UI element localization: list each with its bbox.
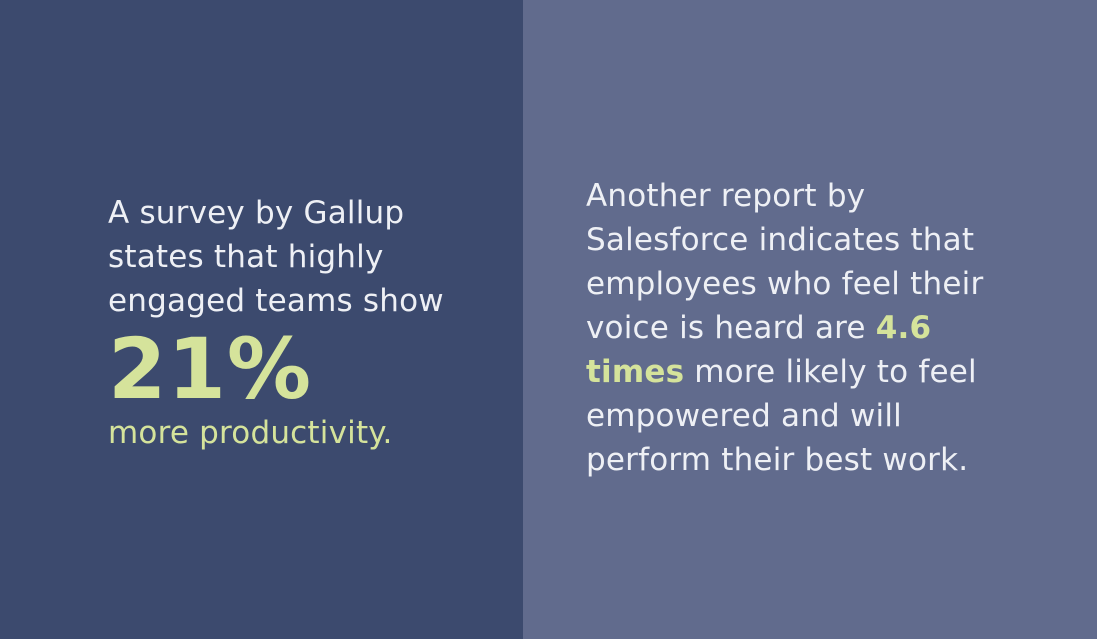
salesforce-line-2: Salesforce indicates that — [586, 222, 975, 258]
multiplier-stat-unit: times — [586, 354, 685, 390]
gallup-line-2: states that highly — [108, 239, 384, 275]
gallup-survey-text: A survey by Gallup states that highly en… — [108, 191, 508, 455]
productivity-caption: more productivity. — [108, 415, 393, 451]
salesforce-line-5-text: more likely to feel — [684, 354, 977, 390]
salesforce-line-1: Another report by — [586, 178, 866, 214]
multiplier-stat-number: 4.6 — [875, 310, 932, 346]
right-panel — [523, 0, 1097, 639]
salesforce-line-6: empowered and will — [586, 398, 902, 434]
salesforce-line-7: perform their best work. — [586, 442, 969, 478]
gallup-line-3: engaged teams show — [108, 283, 444, 319]
salesforce-line-4: voice is heard are 4.6 — [586, 306, 1046, 350]
productivity-stat: 21% — [108, 320, 313, 418]
salesforce-report-text: Another report by Salesforce indicates t… — [586, 174, 1046, 482]
salesforce-line-3: employees who feel their — [586, 266, 984, 302]
left-panel — [0, 0, 523, 639]
salesforce-line-4-text: voice is heard are — [586, 310, 876, 346]
gallup-line-1: A survey by Gallup — [108, 195, 405, 231]
salesforce-line-5: times more likely to feel — [586, 350, 1046, 394]
